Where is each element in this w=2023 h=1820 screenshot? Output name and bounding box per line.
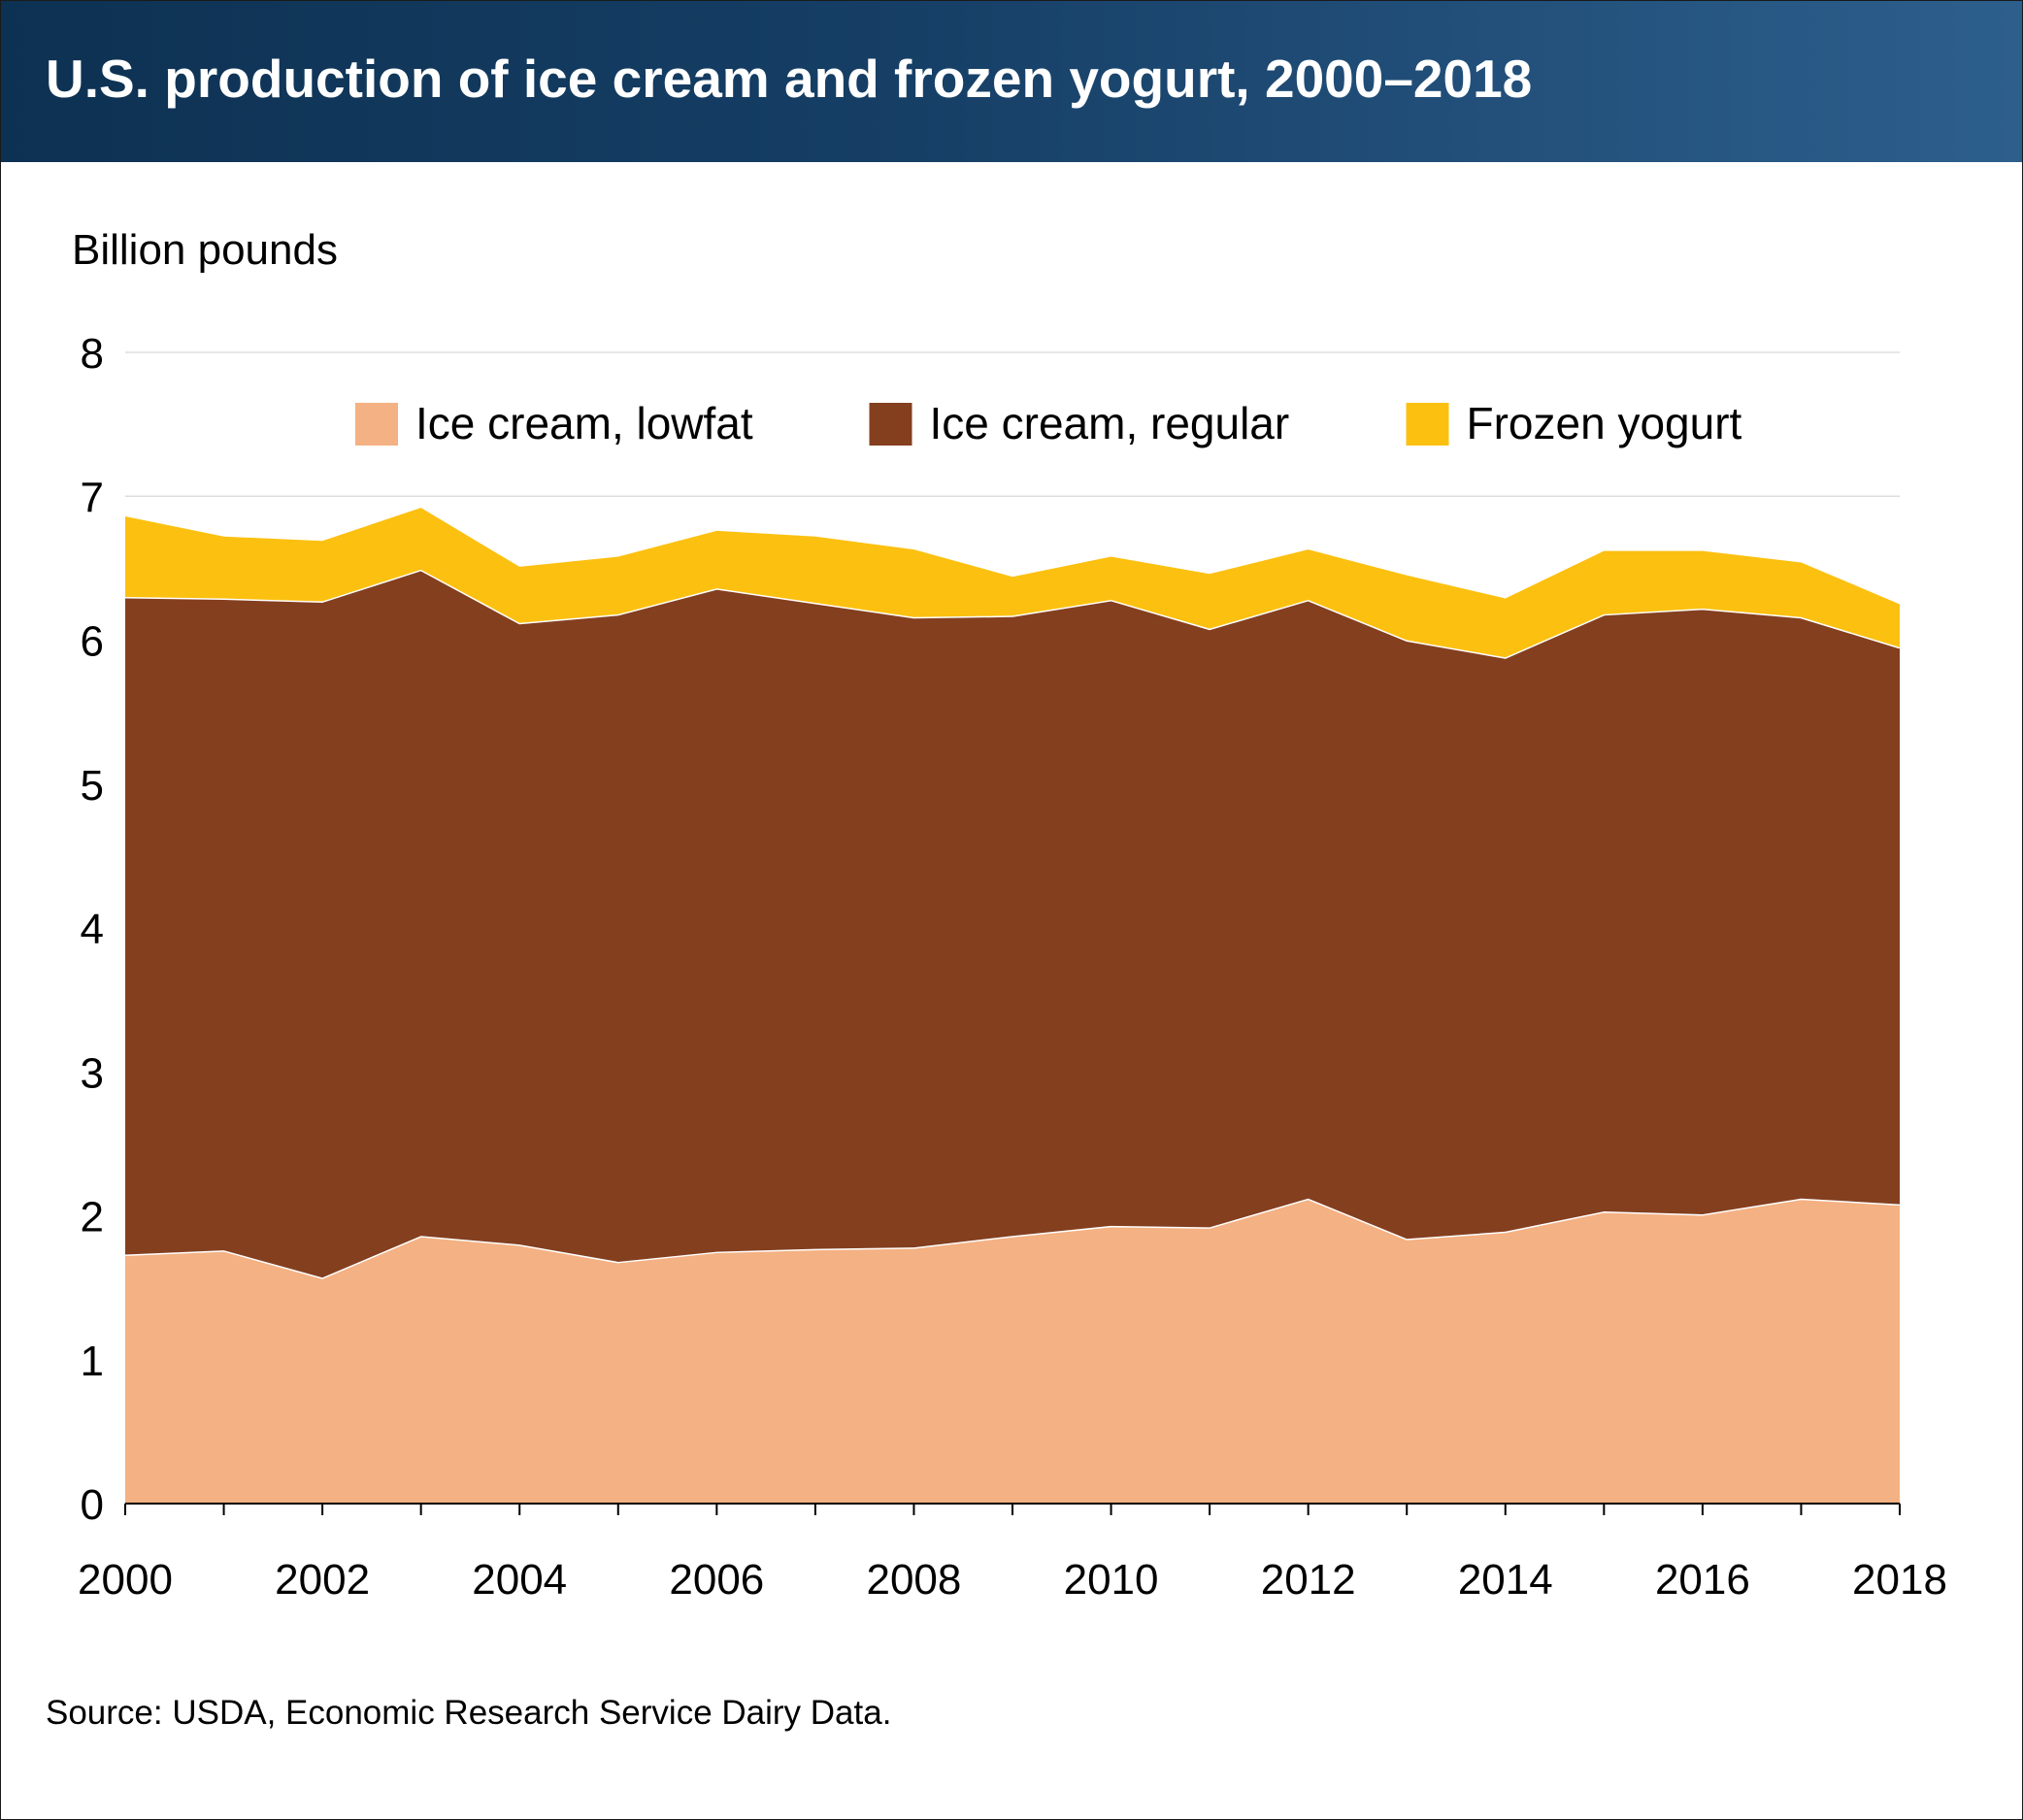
y-tick-label: 1: [81, 1338, 104, 1385]
legend-swatch: [869, 403, 912, 446]
x-tick-label: 2000: [78, 1556, 173, 1604]
x-tick-label: 2008: [866, 1556, 961, 1604]
y-tick-label: 8: [81, 330, 104, 378]
y-tick-label: 6: [81, 618, 104, 666]
x-tick-label: 2018: [1852, 1556, 1947, 1604]
area-ice-cream-lowfat: [125, 1198, 1900, 1504]
y-tick-label: 4: [81, 906, 104, 953]
area-frozen-yogurt: [125, 508, 1900, 658]
legend-label: Ice cream, regular: [930, 398, 1290, 448]
legend-swatch: [355, 403, 398, 446]
legend-label: Frozen yogurt: [1467, 398, 1742, 448]
y-tick-label: 0: [81, 1481, 104, 1529]
y-axis-unit-label: Billion pounds: [72, 226, 338, 274]
stacked-areas: [124, 508, 1901, 1504]
x-tick-label: 2016: [1655, 1556, 1750, 1604]
legend: Ice cream, lowfat Ice cream, regular Froze…: [355, 398, 1742, 448]
x-tick-label: 2004: [472, 1556, 567, 1604]
x-tick-label: 2012: [1261, 1556, 1356, 1604]
axes: 0 1 2 3 4 5 6 7 8 2000 2002 2004 2006 2008 2010 2012 201…: [78, 330, 1947, 1604]
title-banner: U.S. production of ice cream and frozen …: [1, 1, 2022, 162]
y-tick-label: 7: [81, 474, 104, 521]
legend-label: Ice cream, lowfat: [415, 398, 753, 448]
x-tick-label: 2010: [1064, 1556, 1159, 1604]
legend-swatch: [1406, 403, 1449, 446]
area-ice-cream-regular: [125, 569, 1900, 1278]
chart-title: U.S. production of ice cream and frozen …: [46, 49, 1533, 109]
y-tick-label: 5: [81, 762, 104, 810]
y-tick-label: 2: [81, 1194, 104, 1241]
x-tick-label: 2002: [275, 1556, 370, 1604]
y-tick-label: 3: [81, 1049, 104, 1097]
source-note: Source: USDA, Economic Research Service …: [46, 1694, 892, 1732]
x-tick-label: 2014: [1458, 1556, 1553, 1604]
x-tick-label: 2006: [669, 1556, 764, 1604]
